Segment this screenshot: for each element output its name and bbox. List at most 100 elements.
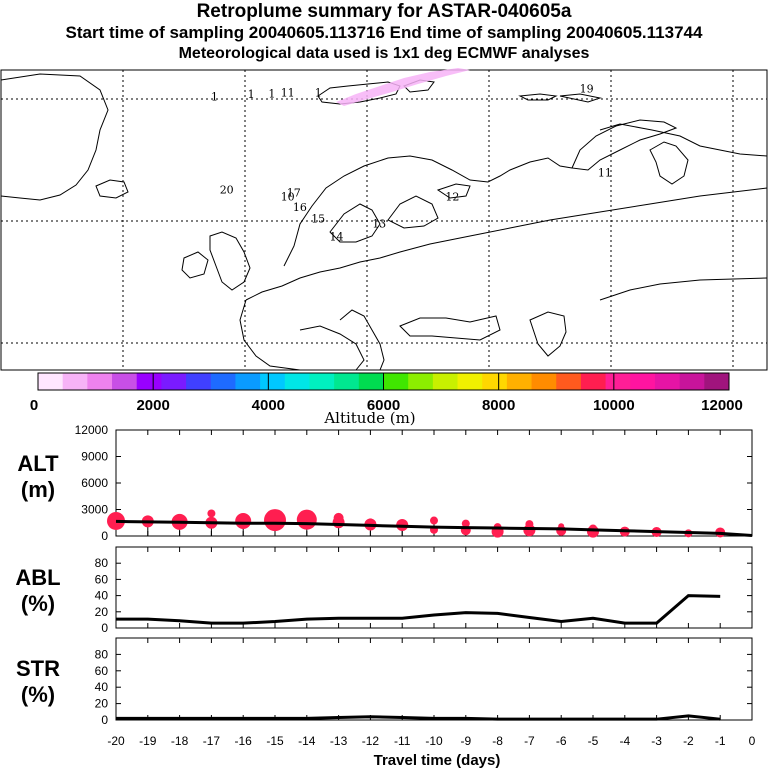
y-tick-label: 0 [101, 713, 108, 727]
colorbar-swatch [284, 373, 310, 390]
colorbar-swatch [605, 373, 631, 390]
colorbar-swatch [383, 373, 409, 390]
colorbar-swatch [87, 373, 113, 390]
colorbar-swatch [704, 373, 730, 390]
x-tick-label: -12 [362, 734, 380, 748]
altitude-colorbar [37, 372, 730, 391]
day-label: 14 [330, 231, 344, 244]
colorbar-tick-label: 4000 [252, 397, 285, 414]
alt-series-line [115, 519, 753, 538]
x-tick-label: -10 [425, 734, 443, 748]
str-frame [115, 637, 753, 721]
y-tick-label: 80 [95, 647, 109, 661]
x-tick-label: -14 [298, 734, 316, 748]
cluster-marker [207, 509, 216, 518]
x-tick-label: -13 [330, 734, 348, 748]
day-label: 13 [372, 218, 386, 231]
x-tick-label: -20 [107, 734, 125, 748]
colorbar-swatch [580, 373, 607, 390]
y-tick-label: 6000 [81, 476, 108, 490]
str-ylabel: STR [16, 656, 60, 681]
str-yunit: (%) [21, 682, 55, 707]
day-label: 12 [445, 191, 459, 204]
abl-series-line [116, 594, 721, 625]
colorbar-ticks: 0 2000 4000 6000 8000 10000 12000 [30, 397, 743, 414]
x-tick-label: -17 [203, 734, 221, 748]
alt-yunit: (m) [21, 477, 55, 502]
colorbar-tick-label: 2000 [136, 397, 169, 414]
x-tick-label: -18 [171, 734, 189, 748]
day-label: 1 [315, 87, 322, 100]
colorbar-swatch [358, 373, 384, 390]
x-tick-label: -15 [266, 734, 284, 748]
y-tick-label: 3000 [81, 503, 108, 517]
alt-ylabel: ALT [17, 451, 59, 476]
colorbar-swatch [260, 373, 286, 390]
x-tick-label: -3 [651, 734, 662, 748]
cluster-marker [333, 512, 344, 523]
x-tick-label: -16 [235, 734, 253, 748]
y-tick-label: 40 [95, 589, 109, 603]
colorbar-tick-label: 12000 [701, 397, 743, 414]
colorbar-swatch [654, 373, 681, 390]
alt-panel: ALT(m) 12000 9000 6000 3000 0 [17, 423, 753, 543]
colorbar-swatch [309, 373, 335, 390]
x-tick-label: -11 [394, 734, 411, 748]
x-tick-label: -4 [619, 734, 630, 748]
x-tick-label: -8 [492, 734, 503, 748]
x-tick-label: -1 [715, 734, 726, 748]
day-label: 1 [211, 91, 218, 104]
colorbar-swatch [334, 373, 360, 390]
str-series-line [116, 714, 721, 721]
cluster-marker [525, 520, 534, 529]
colorbar-swatch [679, 373, 705, 390]
y-tick-label: 12000 [75, 423, 109, 437]
colorbar-swatch [38, 373, 64, 390]
colorbar-swatch [112, 373, 138, 390]
day-label: 15 [311, 213, 325, 226]
colorbar-swatch [62, 373, 88, 390]
x-tick-label: -5 [588, 734, 599, 748]
colorbar-tick-label: 10000 [593, 397, 635, 414]
day-label: 10 [281, 191, 295, 204]
y-tick-label: 60 [95, 664, 109, 678]
x-axis: -20 -19 -18 -17 -16 -15 -14 -13 -12 -11 -10 -9 -8 -7-… [107, 734, 755, 748]
colorbar-tick-label: 0 [30, 397, 38, 414]
str-panel: STR(%) 80 60 40 20 0 [16, 637, 753, 727]
day-label: 11 [281, 87, 295, 100]
colorbar-tick-label: 8000 [482, 397, 515, 414]
colorbar-swatch [210, 373, 236, 390]
met-data-note: Meteorological data used is 1x1 deg ECMW… [178, 45, 590, 62]
plume [336, 68, 470, 106]
day-label: 17 [287, 187, 301, 200]
x-tick-label: -19 [139, 734, 157, 748]
x-tick-label: -6 [556, 734, 567, 748]
colorbar-swatch [161, 373, 187, 390]
colorbar-swatch [136, 373, 162, 390]
y-tick-label: 20 [95, 697, 109, 711]
abl-ylabel: ABL [15, 565, 60, 590]
colorbar-swatch [432, 373, 459, 390]
map-gridlines [1, 70, 767, 370]
y-tick-label: 0 [101, 529, 108, 543]
colorbar-swatch [531, 373, 557, 390]
colorbar-swatch [630, 373, 656, 390]
cluster-marker [430, 516, 438, 525]
colorbar-swatch [482, 373, 508, 390]
cluster-marker [367, 518, 374, 525]
day-label: 19 [580, 83, 594, 96]
abl-panel: ABL(%) 80 60 40 20 0 [15, 546, 753, 635]
day-label: 16 [293, 201, 307, 214]
colorbar-label: Altitude (m) [323, 409, 415, 427]
x-tick-label: 0 [749, 734, 756, 748]
y-tick-label: 0 [101, 621, 108, 635]
x-axis-label: Travel time (days) [374, 752, 501, 768]
day-label: 20 [220, 183, 234, 196]
y-tick-label: 20 [95, 605, 109, 619]
cluster-marker [176, 514, 183, 521]
sampling-times: Start time of sampling 20040605.113716 E… [65, 23, 703, 42]
chart-title: Retroplume summary for ASTAR-040605a [196, 1, 572, 22]
